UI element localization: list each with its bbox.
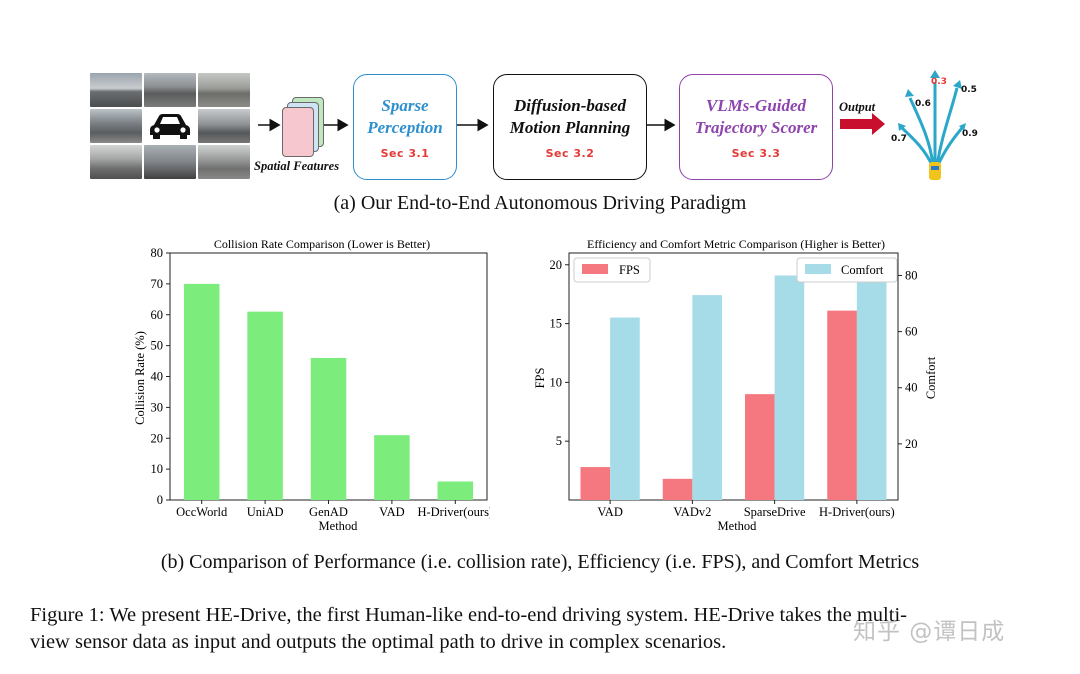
right-y-tick-label: 60 bbox=[905, 325, 918, 339]
figure-caption-line2: view sensor data as input and outputs th… bbox=[30, 631, 727, 653]
output-label: Output bbox=[839, 100, 876, 114]
x-tick-label: GenAD bbox=[309, 505, 348, 519]
stage-title-line2: Motion Planning bbox=[509, 117, 631, 137]
y-tick-label: 80 bbox=[151, 246, 164, 260]
legend-fps: FPS bbox=[573, 257, 651, 283]
sparse-perception-stage: Sparse Perception Sec 3.1 bbox=[353, 74, 457, 180]
y-axis-label: Collision Rate (%) bbox=[133, 331, 147, 425]
x-tick-label: VAD bbox=[597, 505, 622, 519]
y-tick-label: 60 bbox=[151, 308, 164, 322]
camera-views-grid bbox=[90, 73, 252, 179]
figure-caption-line1: Figure 1: We present HE-Drive, the first… bbox=[30, 604, 907, 626]
right-y-tick-label: 40 bbox=[905, 381, 918, 395]
stage-title-line1: Diffusion-based bbox=[513, 95, 627, 115]
x-tick-label: OccWorld bbox=[176, 505, 228, 519]
camera-view-back-left bbox=[90, 145, 142, 179]
left-y-tick-label: 10 bbox=[550, 375, 563, 389]
fps-bar-h-driver-ours- bbox=[827, 310, 857, 500]
comfort-bar-vad bbox=[610, 317, 640, 500]
feature-card-front bbox=[282, 107, 314, 157]
x-tick-label: VAD bbox=[379, 505, 404, 519]
y-tick-label: 70 bbox=[151, 277, 164, 291]
comfort-bar-vadv2 bbox=[692, 295, 722, 500]
motion-planning-stage: Diffusion-based Motion Planning Sec 3.2 bbox=[493, 74, 647, 180]
figure-caption: Figure 1: We present HE-Drive, the first… bbox=[30, 602, 1060, 656]
camera-view-front-right bbox=[198, 73, 250, 107]
chart-title: Collision Rate Comparison (Lower is Bett… bbox=[214, 237, 430, 251]
x-tick-label: H-Driver(ours) bbox=[819, 505, 895, 519]
stage-section: Sec 3.3 bbox=[731, 146, 781, 160]
watermark-text: 知乎 @谭日成 bbox=[853, 619, 1006, 645]
left-y-tick-label: 15 bbox=[550, 317, 563, 331]
stage-title-line2: Perception bbox=[367, 117, 443, 137]
camera-view-right bbox=[198, 109, 250, 143]
legend-comfort: Comfort bbox=[796, 257, 898, 283]
right-y-tick-label: 20 bbox=[905, 437, 918, 451]
fps-bar-sparsedrive bbox=[745, 394, 775, 500]
plot-frame bbox=[568, 252, 899, 501]
fps-bar-vad bbox=[580, 467, 611, 500]
output-arrow bbox=[840, 113, 885, 135]
traj-score: 0.5 bbox=[961, 85, 977, 95]
stage-section: Sec 3.1 bbox=[380, 146, 430, 160]
chart-title: Efficiency and Comfort Metric Comparison… bbox=[587, 237, 885, 251]
traj-score: 0.9 bbox=[962, 129, 978, 139]
right-axis-label: Comfort bbox=[924, 356, 938, 399]
caption-b: (b) Comparison of Performance (i.e. coll… bbox=[160, 551, 920, 573]
y-tick-label: 40 bbox=[151, 370, 164, 384]
collision-rate-chart: Collision Rate Comparison (Lower is Bett… bbox=[133, 237, 490, 533]
bar-h-driver-ours- bbox=[437, 481, 474, 500]
y-tick-label: 10 bbox=[151, 462, 164, 476]
x-tick-label: UniAD bbox=[247, 505, 284, 519]
left-y-tick-label: 5 bbox=[556, 434, 562, 448]
bar-occworld bbox=[183, 283, 220, 500]
caption-a: (a) Our End-to-End Autonomous Driving Pa… bbox=[333, 192, 747, 214]
bar-uniad bbox=[247, 311, 283, 500]
comfort-bar-sparsedrive bbox=[774, 275, 805, 500]
fps-bar-vadv2 bbox=[662, 478, 693, 500]
y-tick-label: 0 bbox=[157, 493, 163, 507]
ego-vehicle-icon bbox=[929, 162, 941, 180]
legend-comfort-label: Comfort bbox=[841, 263, 884, 277]
stage-section: Sec 3.2 bbox=[545, 146, 595, 160]
camera-view-back bbox=[144, 145, 196, 179]
pipeline-arrows bbox=[258, 113, 885, 135]
comfort-bar-h-driver-ours- bbox=[856, 258, 887, 500]
trajectory-fan-graphic: 0.3 0.6 0.5 0.7 0.9 bbox=[891, 70, 978, 180]
traj-score: 0.6 bbox=[915, 99, 931, 109]
y-tick-label: 50 bbox=[151, 339, 164, 353]
camera-view-left bbox=[90, 109, 142, 143]
y-tick-label: 30 bbox=[151, 400, 164, 414]
legend-fps-label: FPS bbox=[619, 263, 640, 277]
ego-car-icon bbox=[144, 109, 196, 143]
camera-view-front bbox=[144, 73, 196, 107]
bar-genad bbox=[310, 357, 347, 500]
left-axis-label: FPS bbox=[533, 368, 547, 389]
traj-score: 0.3 bbox=[931, 77, 947, 87]
camera-view-front-left bbox=[90, 73, 142, 107]
spatial-features-label: Spatial Features bbox=[254, 159, 340, 173]
stage-title-line2: Trajectory Scorer bbox=[694, 117, 818, 137]
stage-title-line1: Sparse bbox=[381, 95, 429, 115]
camera-view-back-right bbox=[198, 145, 250, 179]
x-tick-label: VADv2 bbox=[673, 505, 711, 519]
stage-title-line1: VLMs-Guided bbox=[705, 95, 807, 115]
x-axis-label: Method bbox=[718, 519, 758, 533]
traj-score: 0.7 bbox=[891, 134, 907, 144]
trajectory-scorer-stage: VLMs-Guided Trajectory Scorer Sec 3.3 bbox=[679, 74, 833, 180]
right-y-tick-label: 80 bbox=[905, 268, 918, 282]
x-tick-label: SparseDrive bbox=[744, 505, 806, 519]
x-axis-label: Method bbox=[319, 519, 359, 533]
efficiency-comfort-chart: Efficiency and Comfort Metric Comparison… bbox=[533, 237, 938, 533]
x-tick-label: H-Driver(ours) bbox=[417, 505, 490, 519]
y-tick-label: 20 bbox=[151, 431, 164, 445]
left-y-tick-label: 20 bbox=[550, 258, 563, 272]
bar-vad bbox=[374, 435, 410, 500]
